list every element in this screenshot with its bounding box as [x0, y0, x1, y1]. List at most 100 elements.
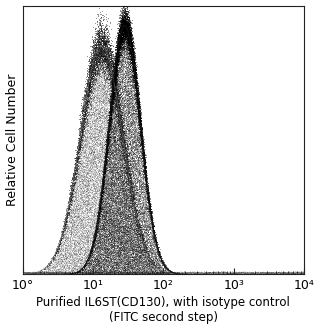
Point	[84, 181, 89, 186]
Point	[130, 54, 135, 59]
Point	[157, 267, 162, 273]
Point	[137, 209, 142, 214]
Point	[90, 230, 95, 235]
Point	[95, 84, 100, 90]
Point	[109, 170, 114, 176]
Point	[152, 258, 157, 263]
Point	[116, 136, 121, 142]
Point	[95, 39, 100, 44]
Point	[65, 269, 70, 274]
Point	[137, 110, 142, 116]
Point	[75, 174, 80, 179]
Point	[131, 72, 136, 77]
Point	[82, 272, 87, 277]
Point	[121, 271, 126, 276]
Point	[127, 122, 132, 127]
Point	[116, 57, 122, 62]
Point	[121, 30, 126, 35]
Point	[62, 234, 67, 239]
Point	[92, 272, 97, 277]
Point	[270, 270, 275, 275]
Point	[89, 255, 94, 260]
Point	[129, 190, 134, 195]
Point	[84, 81, 89, 86]
Point	[230, 270, 235, 275]
Point	[103, 190, 108, 196]
Point	[139, 151, 144, 156]
Point	[100, 223, 106, 228]
Point	[122, 270, 127, 275]
Point	[124, 123, 130, 128]
Point	[98, 101, 103, 106]
Point	[111, 100, 116, 105]
Point	[123, 74, 128, 80]
Point	[107, 140, 112, 146]
Point	[132, 141, 138, 146]
Point	[81, 216, 86, 222]
Point	[115, 261, 120, 266]
Point	[287, 271, 292, 276]
Point	[119, 260, 124, 265]
Point	[100, 245, 106, 250]
Point	[107, 77, 112, 82]
Point	[98, 192, 103, 197]
Point	[132, 209, 138, 214]
Point	[103, 158, 108, 163]
Point	[128, 63, 133, 69]
Point	[48, 260, 53, 265]
Point	[108, 221, 114, 227]
Point	[116, 38, 122, 43]
Point	[102, 153, 107, 158]
Point	[114, 58, 119, 63]
Point	[218, 271, 223, 276]
Point	[84, 271, 89, 277]
Point	[99, 160, 104, 166]
Point	[88, 69, 93, 74]
Point	[135, 174, 140, 180]
Point	[102, 250, 107, 255]
Point	[163, 269, 168, 274]
Point	[78, 221, 84, 227]
Point	[100, 50, 105, 56]
Point	[133, 93, 139, 98]
Point	[132, 129, 137, 134]
Point	[74, 215, 79, 220]
Point	[173, 272, 178, 277]
Point	[144, 268, 149, 273]
Point	[86, 205, 92, 211]
Point	[69, 271, 74, 277]
Point	[122, 17, 127, 22]
Point	[81, 248, 86, 253]
Point	[105, 52, 110, 58]
Point	[139, 217, 144, 222]
Point	[89, 109, 94, 114]
Point	[121, 183, 126, 188]
Point	[84, 263, 89, 268]
Point	[121, 115, 126, 120]
Point	[105, 113, 110, 118]
Point	[91, 135, 96, 140]
Point	[77, 172, 82, 177]
Point	[125, 159, 130, 165]
Point	[132, 73, 137, 79]
Point	[81, 210, 86, 215]
Point	[115, 132, 120, 137]
Point	[99, 102, 104, 107]
Point	[99, 246, 104, 251]
Point	[112, 187, 117, 193]
Point	[111, 82, 116, 87]
Point	[139, 236, 144, 241]
Point	[90, 121, 95, 126]
Point	[104, 254, 109, 260]
Point	[139, 156, 144, 161]
Point	[104, 146, 109, 151]
Point	[72, 170, 77, 175]
Point	[101, 50, 107, 55]
Point	[127, 22, 132, 27]
Point	[104, 210, 109, 215]
Point	[117, 143, 122, 148]
Point	[66, 271, 71, 276]
Point	[125, 258, 130, 263]
Point	[129, 36, 134, 42]
Point	[103, 203, 108, 208]
